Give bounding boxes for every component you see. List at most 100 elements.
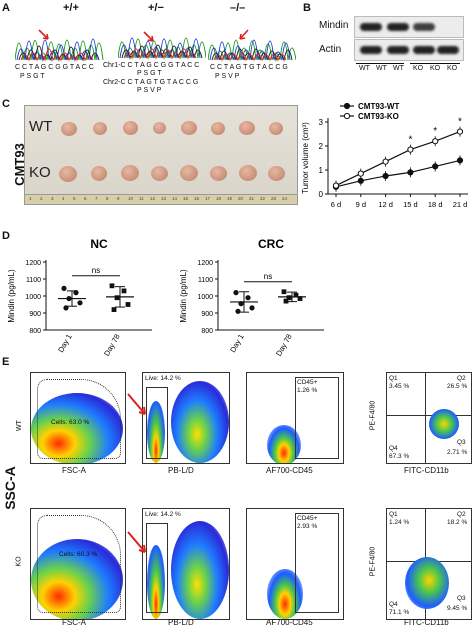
nc-dot-plot: NC 800 900 1000 1100 1200 Mindin (pg/mL) Day 1 D…	[7, 237, 152, 358]
cd45-gate	[295, 513, 339, 613]
ylabel-f480-ko: PE-F4/80	[369, 546, 377, 577]
significance-star: *	[433, 126, 437, 137]
blot-row-label-mindin: Mindin	[319, 20, 349, 31]
data-point	[245, 295, 251, 301]
q4-label: Q4	[389, 601, 398, 608]
blot-lane-4: KO	[413, 65, 424, 72]
ruler-tick-label: 16	[194, 196, 200, 201]
flow-quad-wt: Q1 3.45 % Q2 26.5 % Q4 67.3 % Q3 2.71 %	[386, 372, 472, 464]
ruler-tick-label: 21	[249, 196, 255, 201]
ylabel-f480-wt: PE-F4/80	[369, 400, 377, 431]
tumor-wt	[239, 121, 255, 135]
series-line-0	[335, 159, 461, 188]
flow-pbld-ko: Live: 14.2 %	[142, 508, 230, 620]
x-tick-label: Day 78	[274, 333, 294, 358]
red-arrow-icon	[127, 393, 146, 415]
flow-fsc-wt: Cells: 63.0 %	[30, 372, 126, 464]
q2-pct: 18.2 %	[447, 519, 468, 526]
tumor-ko	[121, 165, 139, 181]
xlabel-pbld-ko: PB-L/D	[168, 618, 194, 627]
cells-gate	[37, 515, 121, 613]
xlabel-cd11b-ko: FITC-CD11b	[404, 618, 449, 627]
y-tick-label: 800	[29, 328, 41, 335]
data-point	[233, 290, 239, 296]
data-point	[61, 285, 67, 291]
legend-label: CMT93-WT	[358, 102, 399, 111]
data-point	[456, 128, 464, 135]
ruler-tick-label: 15	[183, 196, 189, 201]
xlabel-fsc-ko: FSC-A	[62, 618, 86, 627]
ruler-tick-label: 22	[260, 196, 266, 201]
flow-cd45-wt: CD45+ 1.26 %	[246, 372, 344, 464]
red-arrow-icon	[143, 31, 154, 42]
data-point	[111, 307, 117, 312]
data-point	[432, 138, 439, 145]
xlabel-cd45-ko: AF700-CD45	[266, 618, 313, 627]
data-point	[73, 290, 79, 296]
ruler-tick-label: 20	[238, 196, 244, 201]
tumor-ko	[59, 166, 77, 182]
tumor-volume-chart: 0 1 2 3 6 d 9 d 12 d 15 d 18 d 21 d Tumor volume (…	[301, 102, 468, 209]
q4-pct: 71.1 %	[389, 609, 410, 616]
q2-label: Q2	[457, 511, 466, 518]
q2-pct: 26.5 %	[447, 383, 468, 390]
legend-marker	[343, 102, 351, 110]
panel-label-e: E	[2, 356, 10, 368]
ruler-tick-label: 4	[62, 196, 65, 201]
seq-bases-ko: C C T A G T G T A C C G	[210, 64, 288, 71]
data-point	[121, 288, 127, 294]
tumor-ko	[180, 165, 198, 181]
data-point	[125, 302, 131, 307]
cd45-gate	[295, 377, 339, 459]
tumor-ko	[91, 166, 107, 181]
seq-aa-ko: P S V P	[215, 73, 240, 80]
flow-row-label-wt: WT	[15, 420, 23, 431]
cd45-pct: 1.26 %	[297, 387, 318, 394]
data-point	[281, 289, 287, 295]
tumor-wt	[211, 122, 225, 135]
significance-label: ns	[92, 266, 100, 275]
panel-label-d: D	[2, 230, 10, 242]
cd45-pct: 2.93 %	[297, 523, 318, 530]
crc-dot-plot: CRC 800 900 1000 1100 1200 Mindin (pg/mL) Day 1…	[179, 237, 324, 358]
blot-lane-line	[410, 63, 460, 64]
blot-row-label-actin: Actin	[319, 44, 342, 55]
panel-label-c: C	[2, 98, 10, 110]
q2-label: Q2	[457, 375, 466, 382]
live-pct: Live: 14.2 %	[145, 511, 181, 518]
q1-label: Q1	[389, 375, 398, 382]
ruler-tick-label: 10	[128, 196, 134, 201]
blot-lane-3: WT	[393, 65, 404, 72]
live-gate	[146, 523, 168, 613]
blot-lane-1: WT	[359, 65, 370, 72]
tumor-ko	[151, 166, 168, 181]
y-tick-label: 1200	[25, 260, 41, 267]
genotype-ko: –/–	[230, 2, 246, 14]
seq-bases-het-chr1: Chr1-C C T A G C G G T A C C	[103, 62, 200, 69]
ruler-tick-label: 17	[205, 196, 211, 201]
panel-label-a: A	[2, 2, 10, 14]
ssc-a-side-label: SSC-A	[1, 466, 18, 510]
y-tick-label: 1200	[197, 260, 213, 267]
data-point	[357, 177, 364, 184]
data-point	[63, 305, 69, 311]
tumor-row-ko: KO	[29, 164, 51, 181]
ruler-tick-label: 5	[73, 196, 76, 201]
cells-pct: Cells: 63.0 %	[51, 419, 90, 426]
tumor-ko	[268, 166, 285, 181]
cells-pct: Cells: 60.3 %	[59, 551, 98, 558]
q3-pct: 2.71 %	[447, 449, 468, 456]
genotype-het: +/−	[148, 2, 164, 14]
y-axis-label: Mindin (pg/mL)	[7, 269, 16, 323]
blot-lane-6: KO	[447, 65, 458, 72]
data-point	[332, 182, 340, 189]
q3-label: Q3	[457, 595, 466, 602]
q1-pct: 1.24 %	[389, 519, 410, 526]
y-tick-label: 1000	[197, 294, 213, 301]
q3-pct: 9.45 %	[447, 605, 468, 612]
xlabel-cd45-wt: AF700-CD45	[266, 466, 313, 475]
x-tick-label: 6 d	[331, 200, 341, 209]
tumor-photo: WT KO 1 2 3 4 5 6 7 8 9 10 11 12 13 14 15 16 17 18 19 20 21 2…	[24, 105, 298, 205]
tumor-wt	[61, 122, 77, 136]
tumor-ko	[210, 166, 227, 181]
